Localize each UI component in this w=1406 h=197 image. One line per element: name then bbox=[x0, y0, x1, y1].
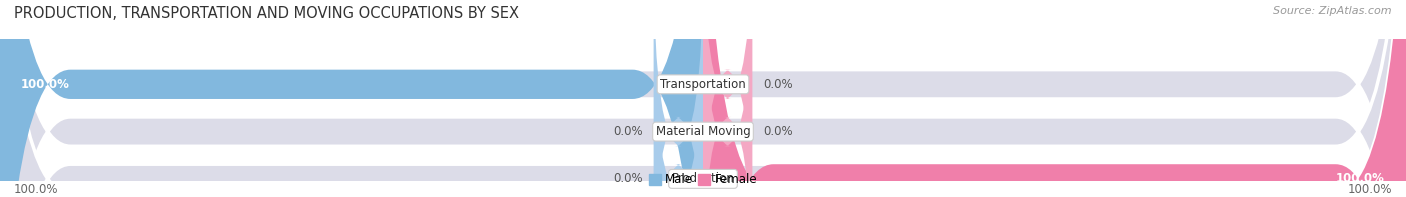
Text: 100.0%: 100.0% bbox=[1336, 172, 1385, 185]
Text: PRODUCTION, TRANSPORTATION AND MOVING OCCUPATIONS BY SEX: PRODUCTION, TRANSPORTATION AND MOVING OC… bbox=[14, 6, 519, 21]
Text: Transportation: Transportation bbox=[661, 78, 745, 91]
Text: 0.0%: 0.0% bbox=[762, 78, 793, 91]
Text: Source: ZipAtlas.com: Source: ZipAtlas.com bbox=[1274, 6, 1392, 16]
FancyBboxPatch shape bbox=[703, 0, 752, 197]
FancyBboxPatch shape bbox=[654, 0, 703, 197]
FancyBboxPatch shape bbox=[654, 4, 703, 197]
FancyBboxPatch shape bbox=[0, 0, 703, 197]
Text: 100.0%: 100.0% bbox=[14, 183, 59, 196]
Text: 100.0%: 100.0% bbox=[1347, 183, 1392, 196]
Legend: Male, Female: Male, Female bbox=[644, 169, 762, 191]
Text: Production: Production bbox=[672, 172, 734, 185]
Text: 0.0%: 0.0% bbox=[613, 172, 644, 185]
Text: 0.0%: 0.0% bbox=[613, 125, 644, 138]
Text: Material Moving: Material Moving bbox=[655, 125, 751, 138]
FancyBboxPatch shape bbox=[703, 0, 1406, 197]
Text: 100.0%: 100.0% bbox=[21, 78, 70, 91]
Text: 0.0%: 0.0% bbox=[762, 125, 793, 138]
FancyBboxPatch shape bbox=[703, 0, 752, 197]
